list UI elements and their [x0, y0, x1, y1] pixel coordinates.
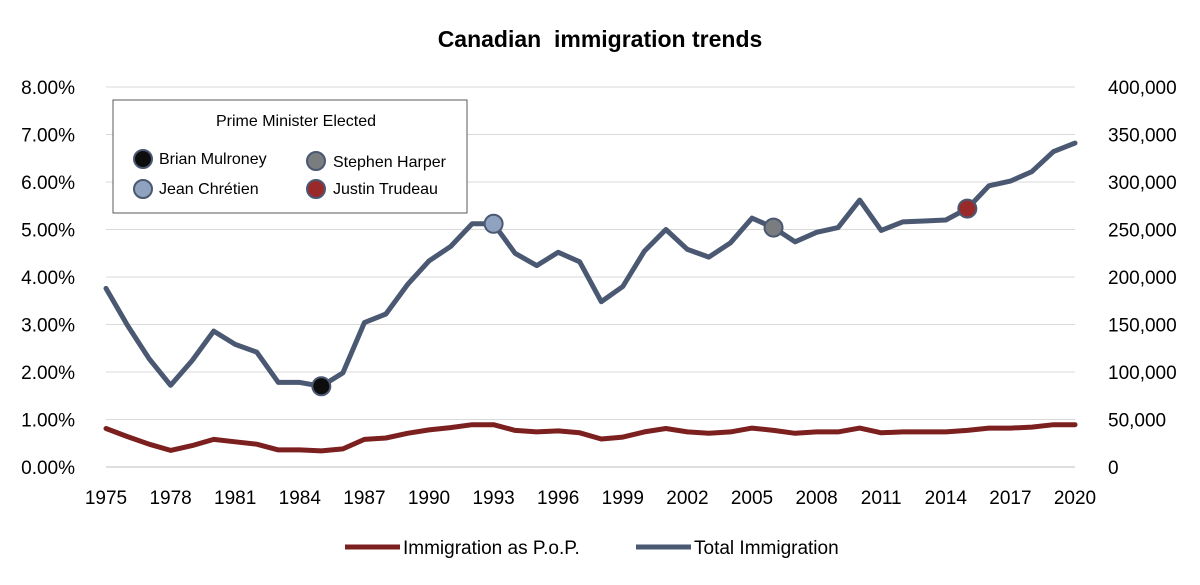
y-right-tick-label: 250,000	[1108, 221, 1177, 242]
y-left-tick-label: 7.00%	[21, 126, 75, 147]
y-left-tick-label: 6.00%	[21, 173, 75, 194]
x-tick-label: 2017	[989, 488, 1031, 509]
y-left-tick-label: 0.00%	[21, 458, 75, 479]
right-axis-ticks: 0 50,000 100,000 150,000 200,000 250,000 300,0…	[1108, 78, 1177, 479]
pm-marker-stephen-harper	[763, 217, 784, 238]
x-tick-label: 2005	[731, 488, 773, 509]
x-tick-label: 2008	[795, 488, 837, 509]
x-tick-label: 1996	[537, 488, 579, 509]
pm-legend-title: Prime Minister Elected	[216, 113, 376, 130]
x-tick-label: 1981	[214, 488, 256, 509]
pm-legend-marker-chretien	[133, 179, 153, 199]
x-tick-label: 1987	[343, 488, 385, 509]
pm-legend-label-mulroney: Brian Mulroney	[159, 151, 267, 168]
x-tick-label: 2011	[861, 488, 902, 509]
pm-legend-marker-mulroney	[133, 149, 153, 169]
pm-legend-marker-trudeau	[306, 179, 326, 199]
x-tick-label: 2014	[925, 488, 968, 509]
x-tick-label: 2002	[666, 488, 708, 509]
series-line-pop	[103, 422, 1078, 454]
pm-legend-label-chretien: Jean Chrétien	[159, 181, 259, 198]
pm-legend-item-mulroney: Brian Mulroney	[133, 149, 267, 169]
y-left-tick-label: 2.00%	[21, 363, 75, 384]
y-right-tick-label: 400,000	[1108, 78, 1177, 99]
chart-title: Canadian immigration trends	[438, 26, 763, 52]
left-axis-ticks: 0.00% 1.00% 2.00% 3.00% 4.00% 5.00% 6.00% 7.00%…	[21, 78, 75, 479]
legend-label-pop: Immigration as P.o.P.	[403, 538, 580, 559]
y-right-tick-label: 100,000	[1108, 363, 1177, 384]
pm-marker-justin-trudeau	[957, 198, 978, 219]
y-left-tick-label: 5.00%	[21, 221, 75, 242]
x-tick-label: 1978	[149, 488, 191, 509]
x-axis-ticks: 1975 1978 1981 1984 1987 1990 1993 1996 1999 2002…	[85, 488, 1096, 509]
y-right-tick-label: 50,000	[1108, 411, 1166, 432]
x-tick-label: 1984	[279, 488, 322, 509]
x-tick-label: 1993	[472, 488, 514, 509]
pm-legend: Prime Minister Elected Brian Mulroney St…	[112, 99, 468, 214]
pm-legend-label-trudeau: Justin Trudeau	[333, 181, 438, 198]
x-tick-label: 2020	[1054, 488, 1096, 509]
pm-legend-item-chretien: Jean Chrétien	[133, 179, 259, 199]
pm-legend-box	[112, 99, 468, 214]
x-tick-label: 1999	[602, 488, 644, 509]
y-right-tick-label: 300,000	[1108, 173, 1177, 194]
pm-markers	[311, 198, 978, 397]
legend-label-total: Total Immigration	[694, 538, 839, 559]
y-left-tick-label: 3.00%	[21, 316, 75, 337]
pm-marker-brian-mulroney	[311, 376, 332, 397]
pm-legend-label-harper: Stephen Harper	[333, 154, 447, 171]
series-legend: Immigration as P.o.P. Total Immigration	[345, 538, 839, 559]
y-right-tick-label: 150,000	[1108, 316, 1177, 337]
y-left-tick-label: 4.00%	[21, 268, 75, 289]
y-left-tick-label: 8.00%	[21, 78, 75, 99]
x-tick-label: 1990	[408, 488, 450, 509]
pm-marker-jean-chr-tien	[483, 213, 504, 234]
y-right-tick-label: 350,000	[1108, 126, 1177, 147]
y-right-tick-label: 200,000	[1108, 268, 1177, 289]
pm-legend-item-trudeau: Justin Trudeau	[306, 179, 438, 199]
x-tick-label: 1975	[85, 488, 127, 509]
series-line-total	[103, 140, 1078, 389]
series-lines	[103, 140, 1078, 454]
pm-legend-item-harper: Stephen Harper	[306, 151, 447, 171]
y-right-tick-label: 0	[1108, 458, 1119, 479]
y-left-tick-label: 1.00%	[21, 411, 75, 432]
pm-legend-marker-harper	[306, 151, 326, 171]
